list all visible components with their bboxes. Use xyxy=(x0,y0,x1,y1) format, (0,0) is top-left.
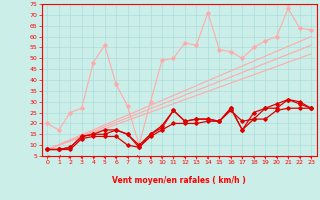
X-axis label: Vent moyen/en rafales ( km/h ): Vent moyen/en rafales ( km/h ) xyxy=(112,176,246,185)
